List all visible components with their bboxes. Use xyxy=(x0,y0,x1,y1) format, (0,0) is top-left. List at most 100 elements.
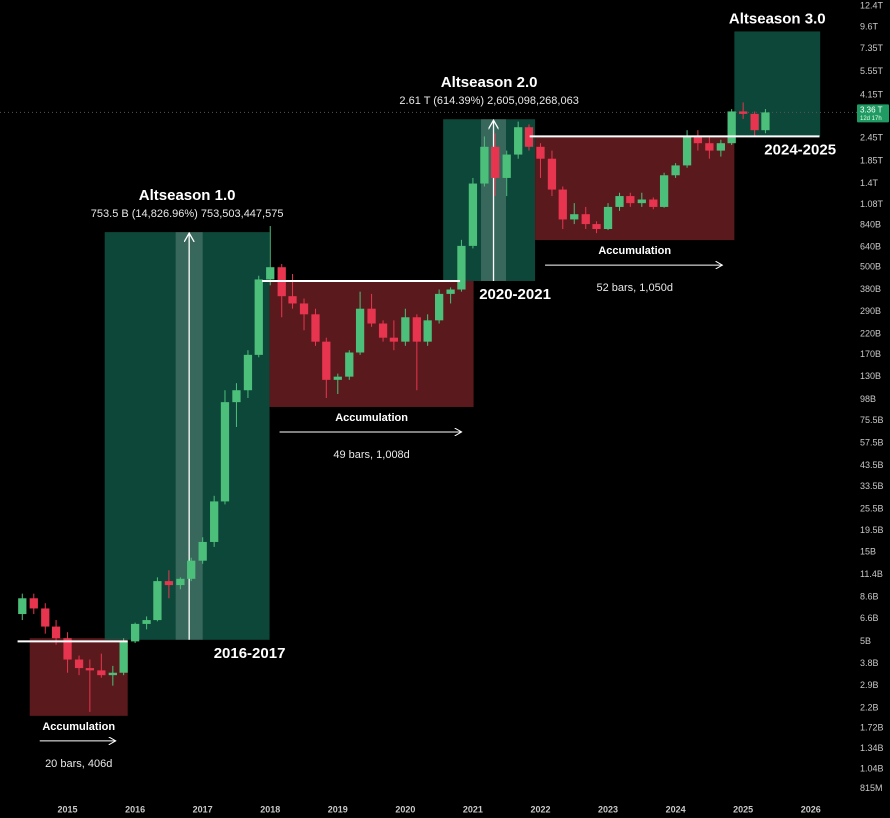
y-tick-label: 43.5B xyxy=(860,460,884,470)
y-tick-label: 33.5B xyxy=(860,481,884,491)
candle-body xyxy=(649,199,658,207)
y-tick-label: 640B xyxy=(860,242,881,252)
candle-body xyxy=(457,245,466,290)
candle-body xyxy=(367,308,376,324)
candle-body xyxy=(176,578,185,586)
x-tick-label: 2019 xyxy=(328,804,348,814)
candle-body xyxy=(547,158,557,190)
candle-body xyxy=(232,390,241,403)
candle-body xyxy=(727,111,736,144)
zone-title: Accumulation xyxy=(598,245,671,257)
candle-body xyxy=(626,196,635,204)
candle-body xyxy=(592,224,601,230)
y-tick-label: 1.72B xyxy=(860,722,884,732)
candle-body xyxy=(130,623,140,642)
candle-body xyxy=(41,608,50,627)
candle-body xyxy=(164,581,174,586)
y-tick-label: 170B xyxy=(860,349,881,359)
candle-body xyxy=(18,598,27,615)
candle-body xyxy=(243,354,253,391)
candle-body xyxy=(153,581,162,621)
x-tick-label: 2023 xyxy=(598,804,618,814)
zone-note: 2.61 T (614.39%) 2,605,098,268,063 xyxy=(399,95,578,107)
zone-period: 2016-2017 xyxy=(214,645,286,662)
x-tick-label: 2026 xyxy=(801,804,821,814)
candle-body xyxy=(615,196,624,207)
last-price-label: 3.36 T xyxy=(860,106,883,115)
altseason-zone xyxy=(734,31,821,137)
x-tick-label: 2016 xyxy=(125,804,145,814)
y-tick-label: 290B xyxy=(860,306,881,316)
y-tick-label: 5.55T xyxy=(860,66,884,76)
y-tick-label: 500B xyxy=(860,262,881,272)
y-tick-label: 19.5B xyxy=(860,525,884,535)
zone-title: Altseason 2.0 xyxy=(441,74,538,91)
zone-title: Accumulation xyxy=(335,412,408,424)
candle-body xyxy=(345,352,354,377)
candle-body xyxy=(210,501,219,542)
last-price-tag xyxy=(857,104,889,123)
x-tick-label: 2021 xyxy=(463,804,483,814)
y-tick-label: 1.08T xyxy=(860,199,884,209)
zone-title: Accumulation xyxy=(42,721,115,733)
y-tick-label: 1.4T xyxy=(860,178,879,188)
candle-body xyxy=(603,206,613,230)
candle-body xyxy=(51,626,61,639)
x-tick-label: 2017 xyxy=(193,804,213,814)
y-tick-label: 8.6B xyxy=(860,592,879,602)
y-tick-label: 815M xyxy=(860,783,883,793)
y-tick-label: 1.85T xyxy=(860,155,884,165)
candle-body xyxy=(434,293,444,321)
y-tick-label: 7.35T xyxy=(860,43,884,53)
candle-body xyxy=(220,402,230,502)
y-tick-label: 2.2B xyxy=(860,702,879,712)
candle-body xyxy=(716,143,725,151)
y-tick-label: 130B xyxy=(860,371,881,381)
candle-body xyxy=(682,136,692,166)
candle-body xyxy=(536,146,545,159)
candle-body xyxy=(423,320,432,342)
candle-body xyxy=(63,638,72,660)
candle-body xyxy=(446,289,455,294)
candle-body xyxy=(299,303,309,315)
y-tick-label: 98B xyxy=(860,394,876,404)
candle-body xyxy=(480,146,489,184)
zone-note: 753.5 B (14,826.96%) 753,503,447,575 xyxy=(91,208,284,220)
candle-body xyxy=(119,641,128,673)
zone-period: 2024-2025 xyxy=(764,141,836,158)
candle-body xyxy=(333,376,342,380)
candle-body xyxy=(524,127,534,147)
candle-body xyxy=(198,541,207,561)
last-price-countdown: 12d 17h xyxy=(860,116,882,122)
candle-body xyxy=(502,154,511,178)
y-tick-label: 25.5B xyxy=(860,503,884,513)
candle-body xyxy=(412,317,421,342)
y-tick-label: 9.6T xyxy=(860,21,879,31)
y-tick-label: 2.9B xyxy=(860,680,879,690)
candle-body xyxy=(581,214,590,225)
candle-body xyxy=(671,165,680,176)
accumulation-zone xyxy=(535,136,735,241)
y-tick-label: 220B xyxy=(860,328,881,338)
candle-body xyxy=(637,199,646,204)
candle-body xyxy=(401,317,410,342)
candle-body xyxy=(322,341,331,380)
candle-body xyxy=(311,314,320,342)
candle-body xyxy=(288,296,297,304)
candle-body xyxy=(266,267,275,280)
candle-body xyxy=(514,127,523,155)
x-tick-label: 2024 xyxy=(666,804,686,814)
candle-body xyxy=(750,113,759,131)
candle-body xyxy=(74,659,84,669)
candle-body xyxy=(254,279,263,355)
x-tick-label: 2020 xyxy=(395,804,415,814)
candle-body xyxy=(142,620,151,624)
candle-body xyxy=(378,323,388,338)
y-tick-label: 4.15T xyxy=(860,90,884,100)
candle-body xyxy=(85,668,94,671)
candle-body xyxy=(570,214,579,220)
candle-body xyxy=(693,136,703,144)
candle-body xyxy=(705,143,714,151)
x-tick-label: 2022 xyxy=(530,804,550,814)
